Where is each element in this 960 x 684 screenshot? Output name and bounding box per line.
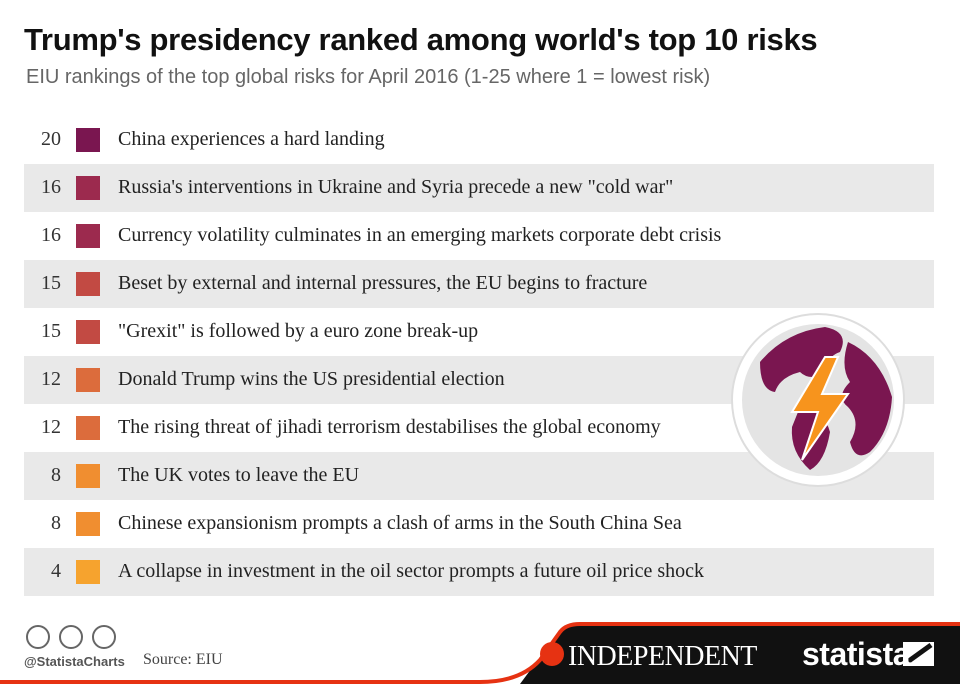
source: Source: EIU: [143, 651, 223, 668]
color-swatch: [76, 224, 100, 248]
score: 12: [41, 416, 61, 438]
risk-label: Donald Trump wins the US presidential el…: [118, 368, 505, 390]
risk-label: Chinese expansionism prompts a clash of …: [118, 512, 682, 534]
score: 12: [41, 368, 61, 390]
score: 16: [41, 176, 61, 198]
publisher-logo: INDEPENDENT: [568, 641, 757, 672]
risk-label: A collapse in investment in the oil sect…: [118, 560, 704, 582]
globe-icon: [731, 313, 905, 487]
score: 20: [41, 128, 61, 150]
color-swatch: [76, 464, 100, 488]
score: 4: [51, 560, 61, 582]
risk-row: 12 The rising threat of jihadi terrorism …: [24, 404, 934, 452]
risk-row: 20 China experiences a hard landing: [24, 116, 934, 164]
color-swatch: [76, 416, 100, 440]
footer-art: [0, 622, 960, 684]
color-swatch: [76, 560, 100, 584]
risk-row: 16 Russia's interventions in Ukraine and …: [24, 164, 934, 212]
color-swatch: [76, 512, 100, 536]
risk-label: The UK votes to leave the EU: [118, 464, 360, 486]
risk-row: 15 "Grexit" is followed by a euro zone br…: [24, 308, 934, 356]
brand-logo: statista: [802, 636, 911, 672]
color-swatch: [76, 176, 100, 200]
risk-row: 16 Currency volatility culminates in an e…: [24, 212, 934, 260]
risk-label: China experiences a hard landing: [118, 128, 385, 150]
color-swatch: [76, 272, 100, 296]
subtitle: EIU rankings of the top global risks for…: [26, 66, 711, 88]
score: 15: [41, 272, 61, 294]
risk-label: Currency volatility culminates in an eme…: [118, 224, 722, 246]
color-swatch: [76, 320, 100, 344]
score: 8: [51, 464, 61, 486]
score: 8: [51, 512, 61, 534]
handle: @StatistaCharts: [24, 654, 125, 669]
risk-label: Russia's interventions in Ukraine and Sy…: [118, 176, 674, 198]
risk-row: 4 A collapse in investment in the oil sec…: [24, 548, 934, 596]
risk-list: 20 China experiences a hard landing 16 Russ…: [24, 116, 934, 596]
title: Trump's presidency ranked among world's …: [24, 22, 818, 57]
color-swatch: [76, 128, 100, 152]
score: 15: [41, 320, 61, 342]
risk-label: Beset by external and internal pressures…: [118, 272, 648, 294]
score: 16: [41, 224, 61, 246]
risk-row: 8 Chinese expansionism prompts a clash of…: [24, 500, 934, 548]
risk-row: 15 Beset by external and internal pressur…: [24, 260, 934, 308]
risk-label: The rising threat of jihadi terrorism de…: [118, 416, 661, 438]
color-swatch: [76, 368, 100, 392]
risk-label: "Grexit" is followed by a euro zone brea…: [118, 320, 479, 342]
